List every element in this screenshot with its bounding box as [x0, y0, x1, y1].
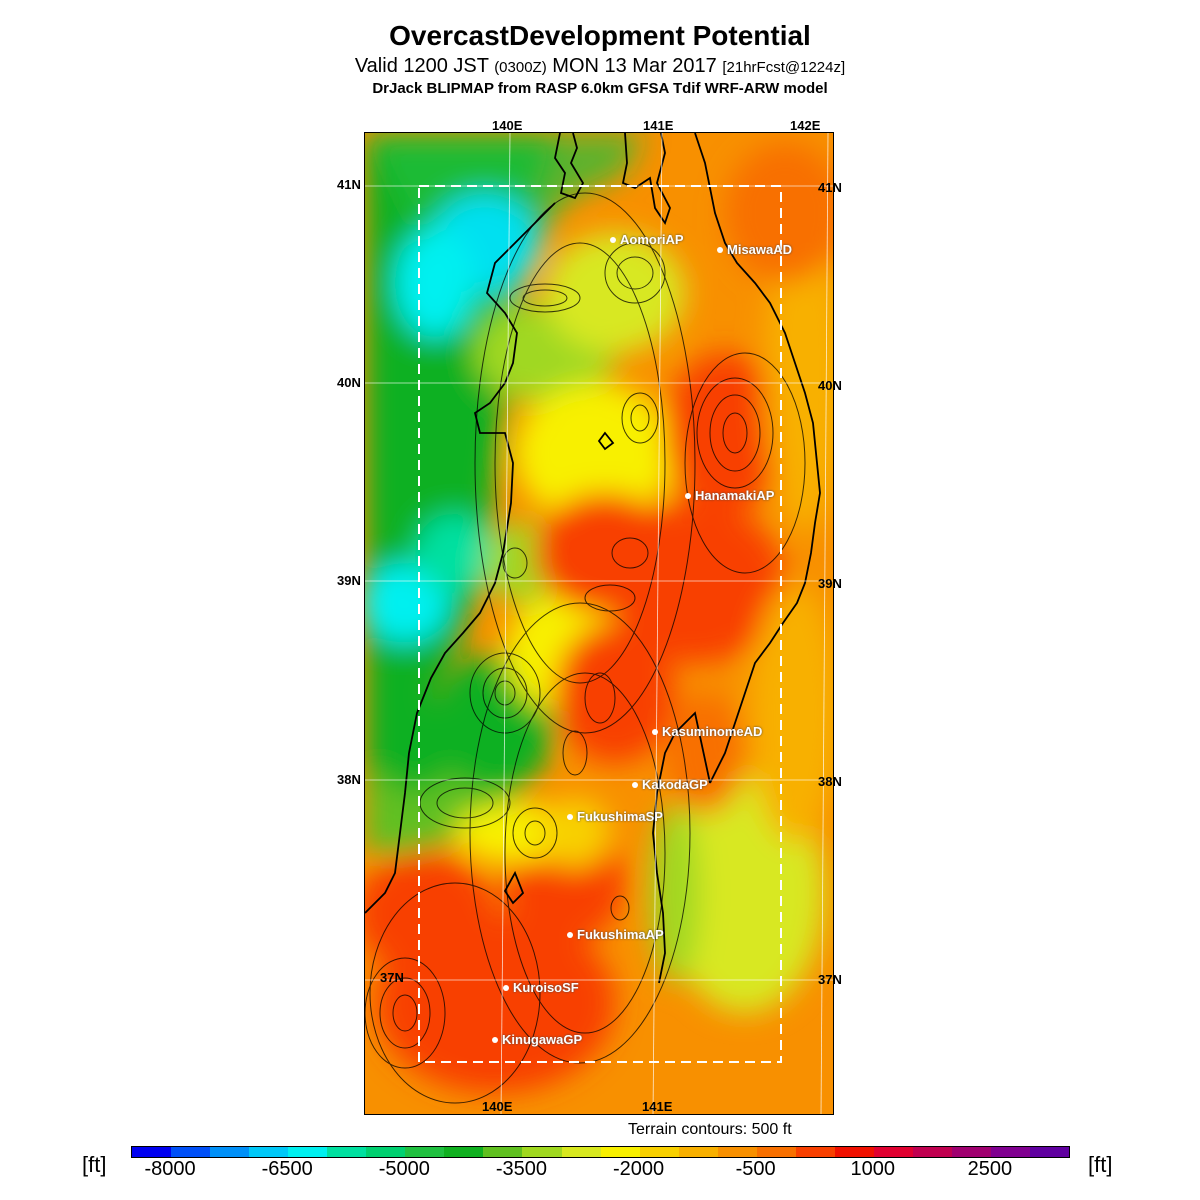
site-kasuminomead: KasuminomeAD	[652, 724, 762, 739]
color-scale-cell	[210, 1147, 250, 1157]
site-marker-icon	[717, 246, 723, 253]
site-label: HanamakiAP	[695, 488, 775, 503]
site-fukushimasp: FukushimaSP	[567, 809, 663, 824]
color-scale-cell	[912, 1147, 952, 1157]
site-label: KuroisoSF	[513, 980, 579, 995]
lat-label-41n-right: 41N	[818, 180, 842, 195]
site-label: KakodaGP	[642, 777, 708, 792]
color-scale-tick-label: -6500	[261, 1158, 313, 1180]
lat-label-41n-left: 41N	[337, 177, 361, 192]
forecast-run: [21hrFcst@1224z]	[722, 59, 846, 76]
coastline	[365, 133, 821, 984]
color-scale-cell	[678, 1147, 718, 1157]
site-fukushimaap: FukushimaAP	[567, 927, 664, 942]
lon-label-140e-bottom: 140E	[482, 1099, 513, 1114]
lon-label-142e-top: 142E	[790, 118, 821, 133]
color-scale-cell	[639, 1147, 679, 1157]
color-scale-cell	[522, 1147, 562, 1157]
color-scale-cell	[327, 1147, 367, 1157]
lat-label-38n-left: 38N	[337, 772, 361, 787]
color-scale-cell	[951, 1147, 992, 1157]
model-line: DrJack BLIPMAP from RASP 6.0km GFSA Tdif…	[372, 80, 828, 97]
site-marker-icon	[632, 781, 638, 788]
valid-date: MON 13 Mar 2017	[552, 55, 717, 77]
site-marker-icon	[685, 492, 691, 499]
lat-label-37n-right: 37N	[818, 972, 842, 987]
valid-time: Valid 1200 JST (0300Z) MON 13 Mar 2017 […	[0, 54, 1200, 80]
site-marker-icon	[492, 1036, 498, 1043]
legend-unit-left: [ft]	[82, 1152, 107, 1177]
site-label: MisawaAD	[727, 242, 793, 257]
color-scale-cell	[873, 1147, 913, 1157]
color-scale-tick-label: -500	[735, 1158, 776, 1180]
color-scale-tick-label: -8000	[144, 1158, 196, 1180]
site-kuroisosf: KuroisoSF	[503, 980, 579, 995]
color-scale-cell	[483, 1147, 523, 1157]
inner-domain-box	[418, 185, 782, 1063]
color-scale-cell	[132, 1147, 172, 1157]
site-marker-icon	[503, 984, 509, 991]
page-title: OvercastDevelopment Potential	[389, 20, 811, 51]
site-misawaad: MisawaAD	[717, 242, 792, 257]
lat-label-38n-right: 38N	[818, 774, 842, 789]
lat-label-39n-right: 39N	[818, 576, 842, 591]
color-scale-tick-label: 2500	[967, 1158, 1013, 1180]
map-graphic	[365, 133, 833, 1114]
chart-header: OvercastDevelopment Potential Valid 1200…	[0, 18, 1200, 98]
color-scale-bar	[131, 1146, 1070, 1158]
color-scale-cell	[444, 1147, 484, 1157]
terrain-contours	[365, 192, 806, 1104]
site-label: FukushimaAP	[577, 927, 664, 942]
valid-zulu: (0300Z)	[494, 59, 547, 76]
color-scale-cell	[717, 1147, 757, 1157]
site-marker-icon	[652, 728, 658, 735]
lon-label-141e-top: 141E	[643, 118, 674, 133]
site-marker-icon	[567, 813, 573, 820]
color-scale-cell	[249, 1147, 289, 1157]
lat-label-40n-left: 40N	[337, 375, 361, 390]
color-scale-cell	[600, 1147, 640, 1157]
lon-label-140e-top: 140E	[492, 118, 523, 133]
site-label: KasuminomeAD	[662, 724, 763, 739]
lon-label-141e-bottom: 141E	[642, 1099, 673, 1114]
color-scale-cell	[756, 1147, 796, 1157]
legend-unit-right: [ft]	[1088, 1152, 1113, 1177]
color-scale-cell	[405, 1147, 445, 1157]
site-label: AomoriAP	[620, 232, 684, 247]
color-scale-cell	[288, 1147, 328, 1157]
color-scale-tick-label: -3500	[495, 1158, 547, 1180]
color-scale-cell	[1030, 1147, 1070, 1157]
site-marker-icon	[610, 236, 616, 243]
lat-label-40n-right: 40N	[818, 378, 842, 393]
valid-prefix: Valid 1200 JST	[354, 55, 489, 77]
site-kakodagp: KakodaGP	[632, 777, 708, 792]
color-scale-cell	[795, 1147, 835, 1157]
site-aomoriap: AomoriAP	[610, 232, 684, 247]
color-scale-ticks: -8000 -6500 -5000 -3500 -2000 -500 1000 2500	[131, 1158, 1068, 1190]
lat-label-37n-left: 37N	[380, 970, 404, 985]
color-scale-cell	[366, 1147, 406, 1157]
forecast-map	[364, 132, 834, 1115]
color-scale-tick-label: -5000	[378, 1158, 430, 1180]
site-label: FukushimaSP	[577, 809, 663, 824]
color-scale-cell	[834, 1147, 874, 1157]
site-marker-icon	[567, 931, 573, 938]
lat-label-39n-left: 39N	[337, 573, 361, 588]
color-scale-tick-label: 1000	[850, 1158, 896, 1180]
color-scale-cell	[561, 1147, 601, 1157]
site-kinugawagp: KinugawaGP	[492, 1032, 582, 1047]
color-scale-cell	[171, 1147, 211, 1157]
color-scale-cell	[991, 1147, 1031, 1157]
color-scale-tick-label: -2000	[612, 1158, 665, 1180]
terrain-contour-note: Terrain contours: 500 ft	[628, 1121, 792, 1138]
site-hanamakiap: HanamakiAP	[685, 488, 774, 503]
site-label: KinugawaGP	[502, 1032, 583, 1047]
